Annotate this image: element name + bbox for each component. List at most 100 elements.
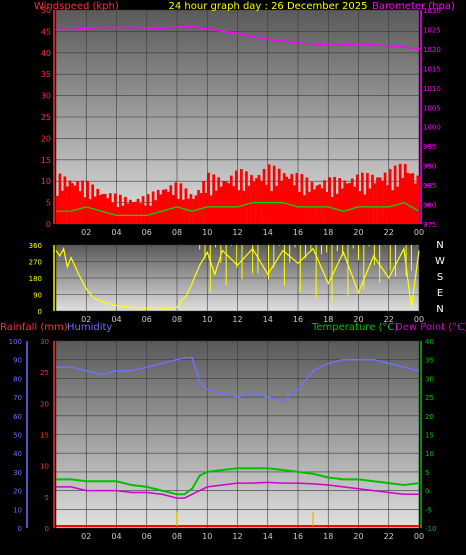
gust-bar bbox=[177, 198, 180, 224]
gust-bar bbox=[242, 190, 246, 224]
temp-axis-tick: -10 bbox=[425, 525, 436, 533]
gust-bar bbox=[398, 163, 402, 224]
x-tick-label: 04 bbox=[111, 228, 121, 237]
baro-axis-tick: 985 bbox=[423, 182, 436, 190]
gust-bar bbox=[161, 189, 165, 224]
temp-axis-tick: 25 bbox=[425, 394, 434, 402]
dewpoint-series-line bbox=[56, 481, 419, 499]
gust-bar bbox=[96, 188, 100, 224]
humidity-axis-tick: 60 bbox=[13, 413, 22, 421]
gust-bar bbox=[146, 194, 150, 224]
gust-bar bbox=[401, 177, 405, 224]
gust-bar bbox=[219, 186, 223, 224]
gust-bar bbox=[101, 193, 105, 224]
humidity-series-line bbox=[56, 357, 420, 402]
gust-bar bbox=[156, 189, 160, 224]
humidity-axis-tick: 50 bbox=[13, 432, 22, 440]
gust-bar bbox=[298, 192, 301, 224]
gust-bar bbox=[290, 174, 294, 224]
gust-bar bbox=[66, 186, 69, 224]
gust-bar bbox=[91, 184, 95, 224]
x-tick-label: 08 bbox=[172, 315, 182, 324]
gust-bar bbox=[275, 185, 279, 224]
x-tick-label: 00 bbox=[414, 315, 424, 324]
wind-axis-tick: 5 bbox=[46, 199, 51, 208]
gust-bar bbox=[103, 193, 107, 224]
wind-axis-tick: 45 bbox=[41, 27, 51, 36]
gust-bar bbox=[250, 175, 253, 224]
gust-bar bbox=[325, 192, 329, 224]
humidity-axis-tick: 0 bbox=[18, 525, 22, 533]
gust-bar bbox=[159, 194, 163, 224]
wind-axis-tick: 30 bbox=[41, 92, 51, 101]
humidity-axis-tick: 70 bbox=[13, 394, 22, 402]
gust-bar bbox=[169, 185, 173, 224]
chart-title: 24 hour graph day : 26 December 2025 bbox=[169, 1, 368, 12]
gust-bar bbox=[134, 201, 137, 224]
wind-axis-tick: 25 bbox=[41, 113, 51, 122]
windspeed-series-line bbox=[56, 201, 420, 216]
gust-bar bbox=[237, 190, 241, 224]
gust-bar bbox=[204, 192, 208, 224]
gust-bar bbox=[88, 199, 92, 224]
baro-axis-tick: 1030 bbox=[423, 7, 441, 15]
gust-bar bbox=[277, 168, 281, 224]
gust-bar bbox=[212, 174, 216, 224]
gust-bar bbox=[315, 185, 319, 224]
rain-axis-tick: 10 bbox=[40, 463, 49, 471]
gust-bar bbox=[197, 189, 200, 224]
gust-bar bbox=[141, 196, 145, 224]
x-tick-label: 20 bbox=[353, 532, 363, 541]
x-tick-label: 16 bbox=[293, 315, 303, 324]
x-tick-label: 14 bbox=[263, 532, 273, 541]
gust-bar bbox=[411, 173, 415, 224]
x-tick-label: 18 bbox=[323, 315, 333, 324]
gust-bar bbox=[245, 171, 248, 224]
gust-bar bbox=[171, 195, 175, 224]
temp-axis-tick: -5 bbox=[425, 506, 432, 514]
gust-bar bbox=[126, 203, 130, 224]
gust-bar bbox=[391, 190, 394, 224]
x-tick-label: 16 bbox=[293, 228, 303, 237]
gust-bar bbox=[202, 181, 205, 224]
gust-bar bbox=[113, 193, 117, 224]
gust-bar bbox=[272, 165, 276, 224]
gust-bar bbox=[119, 194, 122, 224]
gust-bar bbox=[406, 172, 410, 224]
gust-bar bbox=[232, 186, 236, 224]
compass-label: N bbox=[436, 240, 443, 251]
wind-axis-tick: 40 bbox=[41, 49, 51, 58]
gust-bar bbox=[413, 183, 417, 224]
baro-axis-tick: 990 bbox=[423, 163, 436, 171]
gust-bar bbox=[378, 177, 382, 224]
gust-bar bbox=[381, 180, 384, 224]
gust-bar bbox=[338, 178, 342, 224]
wind-axis-tick: 15 bbox=[41, 156, 51, 165]
gust-bar bbox=[308, 191, 311, 224]
x-tick-label: 20 bbox=[353, 228, 363, 237]
x-tick-label: 18 bbox=[323, 228, 333, 237]
gust-bar bbox=[403, 164, 407, 224]
x-tick-label: 06 bbox=[142, 532, 152, 541]
gust-bar bbox=[182, 199, 185, 224]
wind-axis-title: Windspeed (kph) bbox=[34, 1, 119, 12]
x-tick-label: 22 bbox=[384, 315, 394, 324]
baro-axis-tick: 975 bbox=[423, 221, 436, 229]
gust-bar bbox=[408, 173, 412, 224]
x-tick-label: 06 bbox=[142, 315, 152, 324]
gust-bar bbox=[376, 177, 379, 224]
gust-bar bbox=[93, 196, 97, 224]
gust-bar bbox=[234, 170, 238, 224]
x-tick-label: 08 bbox=[172, 532, 182, 541]
gust-bar bbox=[383, 172, 387, 224]
gust-bar bbox=[240, 169, 243, 224]
direction-axis-tick: 90 bbox=[33, 292, 42, 300]
gust-bar bbox=[108, 193, 112, 224]
gust-bar bbox=[192, 198, 195, 224]
rain-axis-tick: 30 bbox=[40, 338, 49, 346]
temperature-series-line bbox=[56, 467, 420, 496]
gust-bar bbox=[136, 198, 140, 224]
barometer-series-line bbox=[56, 25, 420, 50]
gust-bar bbox=[340, 188, 344, 224]
